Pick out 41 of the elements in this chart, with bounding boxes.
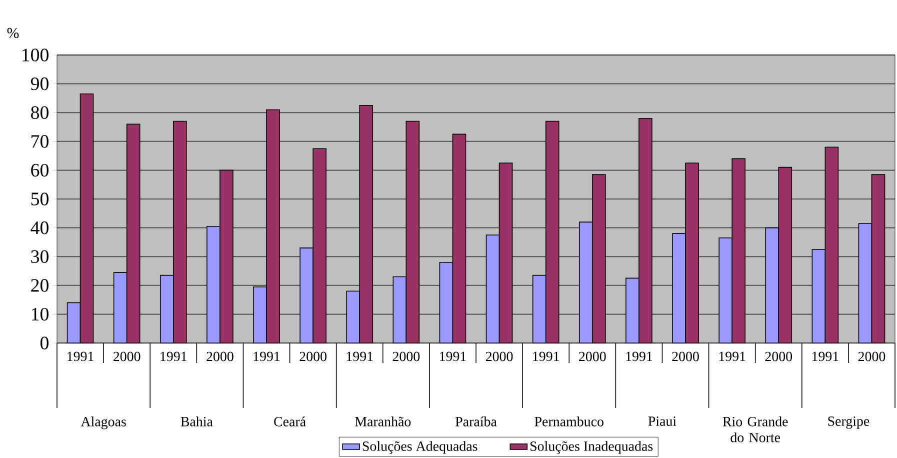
y-tick-label: 80 (31, 106, 48, 119)
text: Alagoas (80, 416, 126, 430)
x-tick-label: 1991 (440, 352, 466, 362)
x-tick-label: 2000 (672, 352, 699, 362)
text: Piaui (648, 416, 676, 426)
y-tick-label: 90 (30, 77, 48, 90)
text: Pernambuco (534, 416, 604, 426)
x-tick-label: 2000 (579, 352, 606, 362)
x-tick-label: 2000 (206, 352, 234, 362)
y-tick-label: 100 (22, 48, 48, 62)
text: Bahia (180, 416, 213, 426)
x-tick-label: 2000 (858, 352, 886, 362)
x-tick-label: 2000 (486, 352, 513, 362)
text: Rio Grande do Norte (722, 416, 788, 442)
text: Maranhão (355, 416, 411, 426)
y-tick-label: 10 (32, 308, 48, 321)
x-tick-label: 1991 (812, 352, 838, 362)
y-tick-label: 70 (32, 135, 48, 148)
legend-label: Soluções Inadequadas (530, 441, 653, 454)
x-tick-label: 2000 (113, 352, 140, 362)
y-tick-label: 20 (31, 279, 48, 292)
legend-label: Soluções Adequadas (362, 441, 478, 454)
x-tick-label: 2000 (765, 352, 792, 362)
x-tick-label: 1991 (626, 352, 652, 362)
x-tick-label: 1991 (719, 352, 746, 362)
y-tick-label: 40 (30, 221, 48, 234)
x-tick-label: 1991 (533, 352, 559, 362)
x-tick-label: 1991 (346, 352, 373, 362)
y-tick-label: 0 (40, 336, 48, 350)
y-axis-title: % (7, 28, 19, 38)
text: Sergipe (828, 416, 870, 429)
x-tick-label: 1991 (68, 352, 94, 362)
x-tick-label: 1991 (160, 352, 187, 362)
y-tick-label: 30 (31, 250, 48, 263)
x-tick-label: 1991 (254, 352, 280, 362)
x-tick-label: 2000 (300, 352, 326, 362)
y-tick-label: 50 (31, 192, 48, 206)
text: Ceará (274, 416, 306, 426)
text: Paraíba (456, 416, 497, 426)
x-tick-label: 2000 (392, 352, 420, 362)
y-tick-label: 60 (31, 164, 48, 177)
